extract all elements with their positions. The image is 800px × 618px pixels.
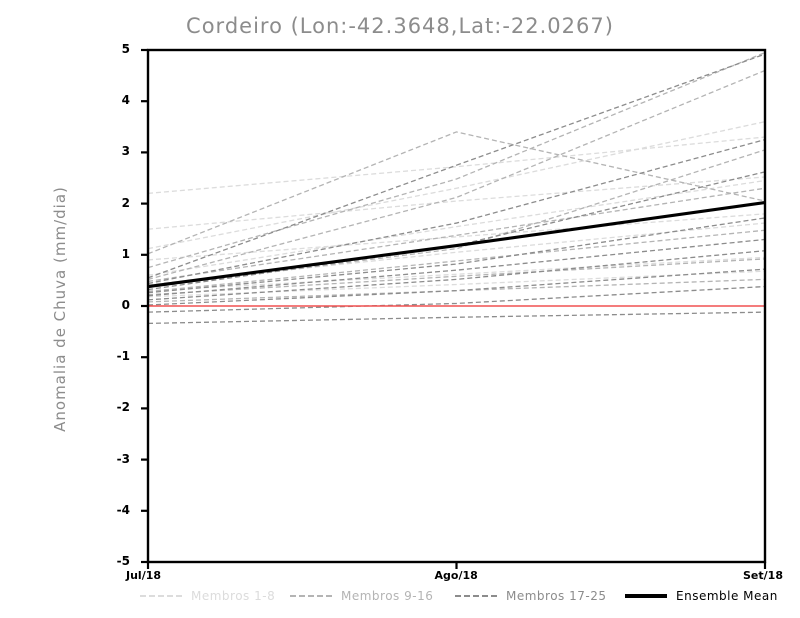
member-line <box>147 131 766 255</box>
ensemble-mean-line <box>147 201 766 289</box>
legend-label: Ensemble Mean <box>676 589 778 603</box>
y-tick-label: -1 <box>116 349 130 364</box>
member-line <box>147 256 766 292</box>
member-line <box>147 311 766 325</box>
y-tick-label: 3 <box>121 144 130 159</box>
member-line <box>147 136 766 195</box>
member-line <box>147 138 766 285</box>
legend-label: Membros 17-25 <box>506 589 607 603</box>
y-tick-label: 5 <box>121 42 130 56</box>
legend-swatch-icon <box>625 594 667 598</box>
member-line <box>147 258 766 296</box>
member-line <box>147 270 766 298</box>
y-tick-label: -3 <box>116 451 130 466</box>
legend-item[interactable]: Membros 1-8 <box>140 586 275 606</box>
y-tick-label: 0 <box>121 298 130 312</box>
member-line <box>147 222 766 286</box>
member-line <box>147 171 766 291</box>
x-tick-label: Ago/18 <box>434 569 478 582</box>
legend-swatch-icon <box>455 595 497 597</box>
chart-title: Cordeiro (Lon:-42.3648,Lat:-22.0267) <box>186 14 614 38</box>
member-line <box>147 69 766 281</box>
y-tick-label: -2 <box>116 400 130 415</box>
legend-item[interactable]: Membros 17-25 <box>455 586 607 606</box>
legend-label: Membros 9-16 <box>341 589 434 603</box>
member-line <box>147 250 766 301</box>
legend-swatch-icon <box>140 595 182 597</box>
member-line <box>147 268 766 306</box>
legend-item[interactable]: Ensemble Mean <box>625 586 778 606</box>
member-line <box>147 53 766 279</box>
member-line <box>147 213 766 261</box>
legend-item[interactable]: Membros 9-16 <box>290 586 433 606</box>
member-line <box>147 285 766 313</box>
member-line <box>147 229 766 293</box>
chart-legend: Membros 1-8 Membros 9-16 Membros 17-25 Ense… <box>0 586 800 608</box>
y-tick-label: -4 <box>116 502 130 517</box>
y-tick-label: 1 <box>121 246 130 261</box>
legend-swatch-icon <box>290 595 332 597</box>
member-line <box>147 51 766 269</box>
y-tick-label: -5 <box>116 554 130 568</box>
x-tick-label: Set/18 <box>743 569 783 582</box>
legend-label: Membros 1-8 <box>191 589 276 603</box>
y-tick-label: 4 <box>121 93 130 108</box>
member-line <box>147 238 766 297</box>
x-tick-label: Jul/18 <box>126 569 162 582</box>
member-line <box>147 121 766 250</box>
member-line <box>147 176 766 230</box>
y-tick-label: 2 <box>121 195 130 210</box>
